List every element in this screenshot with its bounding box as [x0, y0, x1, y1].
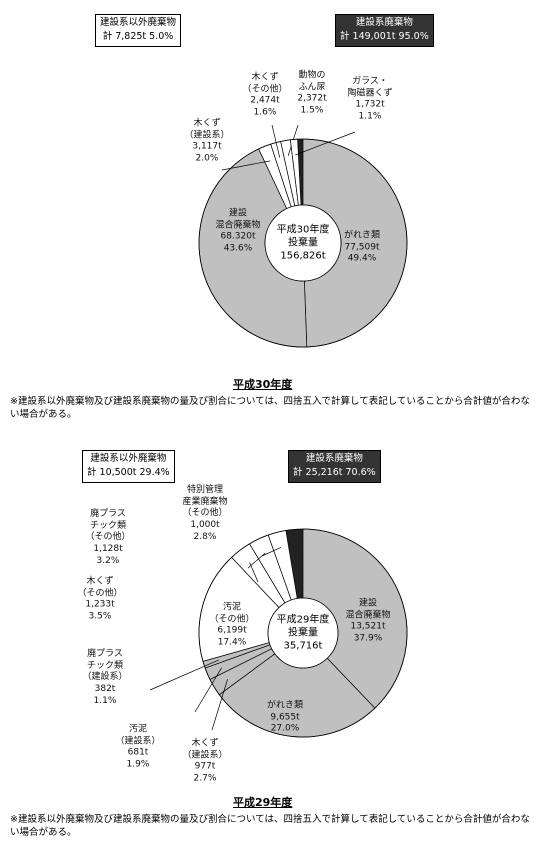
slice-name: 建設 混合廃棄物: [345, 598, 391, 621]
slice-percent: 3.5%: [88, 611, 112, 622]
slice-value: 3,117t: [192, 142, 222, 152]
slice-value: 977t: [194, 762, 216, 772]
slice-value: 1,128t: [93, 543, 123, 554]
slice-percent: 2.0%: [195, 153, 219, 164]
caption: 平成30年度: [233, 378, 293, 391]
leader-line: [295, 131, 356, 156]
slice-label: がれき類 77,509t 49.4%: [344, 230, 380, 265]
slice-name: 動物の ふん尿: [298, 70, 326, 93]
slice-value: 681t: [127, 748, 149, 758]
center-label: 平成30年度 投棄量 156,826t: [277, 224, 330, 263]
leader-line: [149, 659, 219, 691]
center-title: 平成29年度 投棄量: [276, 614, 330, 639]
slice-label: 特別管理 産業廃棄物 （その他） 1,000t 2.8%: [182, 485, 227, 543]
slice-name: ガラス・ 陶磁器くず: [347, 76, 393, 99]
group-box: 建設系廃棄物計 149,001t 95.0%: [335, 14, 434, 47]
slice-name: 木くず （建設系）: [184, 118, 230, 141]
center-total: 35,716t: [283, 640, 323, 652]
slice-percent: 1.1%: [358, 111, 382, 122]
leader-line: [194, 667, 222, 713]
slice-name: 廃プラス チック類 （建設系）: [82, 648, 128, 683]
slice-percent: 1.5%: [300, 105, 324, 116]
slice-value: 2,372t: [297, 94, 327, 104]
outer-border: [198, 138, 408, 348]
slice-label: がれき類 9,655t 27.0%: [267, 700, 303, 735]
slice-value: 6,199t: [217, 626, 247, 636]
slice-label: 廃プラス チック類 （建設系） 382t 1.1%: [82, 649, 127, 707]
center-total: 156,826t: [280, 250, 326, 262]
slice-value: 13,521t: [350, 622, 386, 632]
slice-value: 382t: [94, 683, 116, 694]
slice-value: 1,233t: [85, 600, 115, 610]
note: ※建設系以外廃棄物及び建設系廃棄物の量及び割合については、四捨五入で計算して表記…: [10, 814, 530, 838]
leader-line: [261, 547, 281, 557]
slice-label: ガラス・ 陶磁器くず 1,732t 1.1%: [347, 77, 392, 124]
group-box: 建設系以外廃棄物計 7,825t 5.0%: [95, 14, 182, 47]
slice-name: 廃プラス チック類 （その他）: [85, 508, 131, 543]
group-total: 計 149,001t 95.0%: [340, 31, 429, 43]
slice-percent: 3.2%: [96, 555, 120, 566]
leader-line: [211, 679, 228, 731]
center-hole: [264, 204, 342, 282]
slice-percent: 1.6%: [253, 107, 277, 118]
slice-label: 汚泥 （その他） 6,199t 17.4%: [209, 603, 254, 650]
slice-percent: 49.4%: [347, 253, 377, 264]
group-total: 計 25,216t 70.6%: [293, 467, 376, 479]
slice-percent: 2.8%: [193, 531, 217, 542]
slice-label: 木くず （建設系） 3,117t 2.0%: [184, 119, 229, 166]
slice-label: 木くず （建設系） 977t 2.7%: [182, 739, 227, 786]
group-name: 建設系以外廃棄物: [90, 453, 167, 464]
group-box: 建設系廃棄物計 25,216t 70.6%: [288, 450, 381, 483]
slice-label: 木くず （その他） 1,233t 3.5%: [77, 577, 122, 624]
slice-label: 汚泥 （建設系） 681t 1.9%: [115, 725, 160, 772]
slice-percent: 27.0%: [270, 723, 300, 734]
slice-name: 木くず （その他）: [77, 576, 123, 599]
slice-label: 廃プラス チック類 （その他） 1,128t 3.2%: [85, 509, 130, 567]
group-total: 計 7,825t 5.0%: [102, 31, 174, 43]
group-box: 建設系以外廃棄物計 10,500t 29.4%: [82, 450, 175, 483]
slice-label: 建設 混合廃棄物 68.320t 43.6%: [215, 209, 260, 256]
group-name: 建設系廃棄物: [355, 17, 413, 28]
slice-name: 特別管理 産業廃棄物 （その他）: [182, 484, 228, 519]
slice-value: 2,474t: [250, 96, 280, 106]
caption: 平成29年度: [233, 796, 293, 809]
slice-value: 9,655t: [270, 712, 300, 723]
slice-percent: 1.9%: [126, 759, 150, 770]
slice-name: 汚泥 （その他）: [209, 602, 255, 625]
slice-name: 木くず （その他）: [242, 72, 288, 95]
slice-name: 木くず （建設系）: [182, 738, 228, 761]
slice-value: 1,732t: [355, 100, 385, 110]
slice-value: 77,509t: [344, 242, 380, 253]
slice-percent: 37.9%: [353, 633, 383, 644]
leader-line: [271, 124, 281, 158]
slice-percent: 43.6%: [223, 243, 253, 254]
group-name: 建設系廃棄物: [305, 453, 363, 464]
center-hole: [267, 597, 339, 669]
slice-value: 68.320t: [220, 232, 256, 242]
slice-percent: 17.4%: [217, 637, 247, 648]
slice-label: 建設 混合廃棄物 13,521t 37.9%: [345, 599, 390, 646]
slice-name: 建設 混合廃棄物: [215, 208, 261, 231]
outer-border: [198, 528, 408, 738]
slice-percent: 2.7%: [193, 773, 217, 784]
slice-name: がれき類: [266, 700, 304, 711]
slice-value: 1,000t: [190, 519, 220, 530]
slice-name: 汚泥 （建設系）: [115, 724, 161, 747]
slice-label: 木くず （その他） 2,474t 1.6%: [242, 73, 287, 120]
note: ※建設系以外廃棄物及び建設系廃棄物の量及び割合については、四捨五入で計算して表記…: [10, 396, 530, 420]
center-title: 平成30年度 投棄量: [276, 224, 330, 249]
center-label: 平成29年度 投棄量 35,716t: [277, 614, 330, 653]
group-total: 計 10,500t 29.4%: [87, 467, 170, 479]
slice-name: がれき類: [343, 230, 381, 241]
slice-label: 動物の ふん尿 2,372t 1.5%: [297, 71, 326, 118]
slice-percent: 1.1%: [93, 695, 117, 706]
group-name: 建設系以外廃棄物: [100, 17, 177, 28]
